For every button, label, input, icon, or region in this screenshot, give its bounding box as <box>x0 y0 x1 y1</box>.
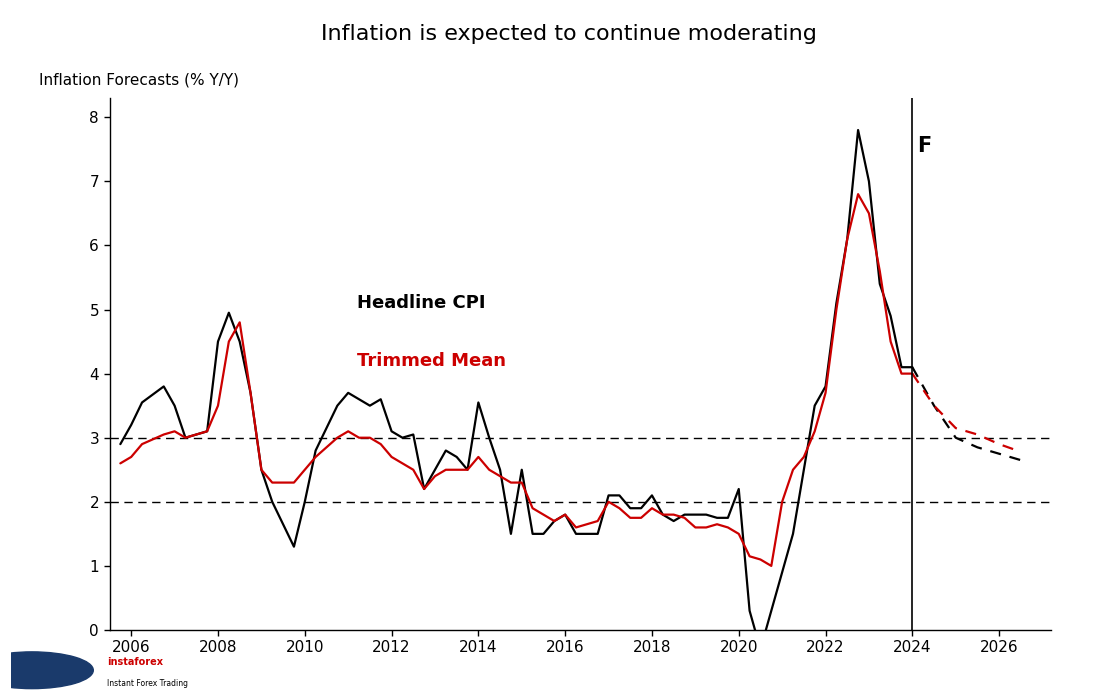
Text: Inflation Forecasts (% Y/Y): Inflation Forecasts (% Y/Y) <box>39 72 239 88</box>
Circle shape <box>0 652 93 689</box>
Text: Inflation is expected to continue moderating: Inflation is expected to continue modera… <box>322 25 817 45</box>
Text: Trimmed Mean: Trimmed Mean <box>357 352 506 370</box>
Text: Headline CPI: Headline CPI <box>357 294 485 312</box>
Text: F: F <box>918 136 932 157</box>
Text: Instant Forex Trading: Instant Forex Trading <box>107 679 188 688</box>
Text: instaforex: instaforex <box>107 657 163 667</box>
